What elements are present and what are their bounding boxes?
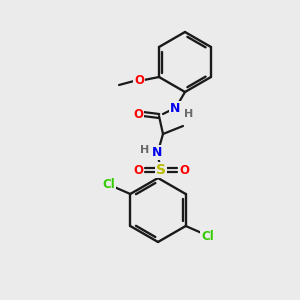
Text: N: N xyxy=(170,101,180,115)
Text: O: O xyxy=(134,74,144,88)
Text: Cl: Cl xyxy=(102,178,115,190)
Text: H: H xyxy=(184,109,194,119)
Text: H: H xyxy=(140,145,150,155)
Text: Cl: Cl xyxy=(201,230,214,242)
Text: S: S xyxy=(156,163,166,177)
Text: O: O xyxy=(133,107,143,121)
Text: O: O xyxy=(179,164,189,176)
Text: O: O xyxy=(133,164,143,176)
Text: N: N xyxy=(152,146,162,158)
